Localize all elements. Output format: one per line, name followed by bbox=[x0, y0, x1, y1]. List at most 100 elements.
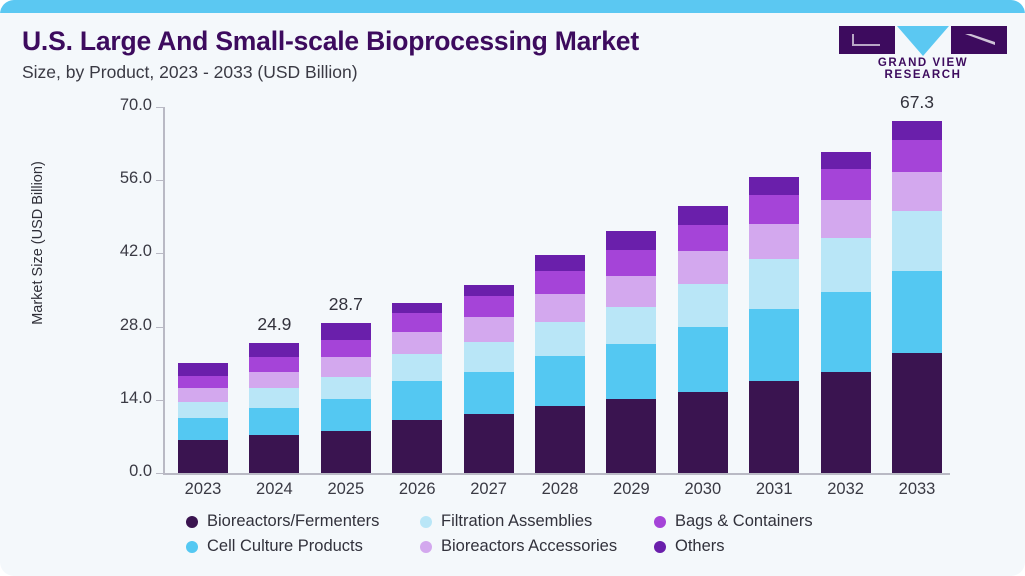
bar-segment[interactable] bbox=[320, 323, 371, 340]
x-tick-label: 2028 bbox=[541, 480, 579, 498]
bar-segment[interactable] bbox=[677, 206, 728, 225]
bar-segment[interactable] bbox=[463, 295, 514, 318]
bar-segment[interactable] bbox=[392, 303, 443, 314]
bar-segment[interactable] bbox=[749, 194, 800, 224]
bar-segment[interactable] bbox=[606, 399, 657, 473]
y-tick-mark bbox=[156, 253, 163, 255]
bar-segment[interactable] bbox=[606, 306, 657, 345]
bar-segment[interactable] bbox=[535, 294, 585, 322]
bar-segment[interactable] bbox=[249, 342, 300, 357]
bar-segment[interactable] bbox=[249, 407, 300, 435]
bar-segment[interactable] bbox=[392, 332, 443, 355]
bar-segment[interactable] bbox=[535, 355, 585, 406]
bar-segment[interactable] bbox=[606, 249, 657, 276]
bar-stack[interactable] bbox=[677, 206, 728, 473]
bar-segment[interactable] bbox=[677, 326, 728, 392]
logo-left-corner-icon bbox=[852, 34, 880, 46]
bar-segment[interactable] bbox=[178, 401, 228, 419]
bar-segment[interactable] bbox=[606, 344, 657, 400]
bar-segment[interactable] bbox=[320, 399, 371, 431]
bar-segment[interactable] bbox=[535, 405, 585, 473]
bar-segment[interactable] bbox=[535, 270, 585, 295]
bar-segment[interactable] bbox=[606, 230, 657, 250]
bar-segment[interactable] bbox=[606, 275, 657, 307]
legend-label: Filtration Assemblies bbox=[441, 512, 593, 530]
logo-left-rectangle bbox=[839, 26, 895, 54]
logo-right-slash-icon bbox=[965, 34, 995, 45]
legend-item[interactable]: Bioreactors/Fermenters bbox=[186, 512, 379, 531]
bar-total-label: 28.7 bbox=[328, 293, 363, 314]
bar-segment[interactable] bbox=[820, 371, 871, 473]
bar-segment[interactable] bbox=[320, 376, 371, 400]
bar-segment[interactable] bbox=[820, 152, 871, 170]
bar-segment[interactable] bbox=[820, 200, 871, 238]
legend-item[interactable]: Bioreactors Accessories bbox=[420, 537, 617, 556]
bar-segment[interactable] bbox=[677, 251, 728, 284]
y-tick-mark bbox=[156, 107, 163, 108]
legend-item[interactable]: Bags & Containers bbox=[654, 512, 813, 531]
bar-stack[interactable] bbox=[392, 303, 443, 473]
bar-segment[interactable] bbox=[820, 292, 871, 372]
bar-stack[interactable] bbox=[463, 284, 514, 473]
bar-segment[interactable] bbox=[320, 339, 371, 358]
x-tick-label: 2031 bbox=[755, 480, 793, 498]
bar-segment[interactable] bbox=[677, 283, 728, 327]
bar-segment[interactable] bbox=[749, 308, 800, 381]
bar-segment[interactable] bbox=[178, 387, 228, 402]
bar-segment[interactable] bbox=[463, 341, 514, 372]
bar-stack[interactable] bbox=[749, 177, 800, 473]
y-tick-label: 42.0 bbox=[119, 242, 152, 261]
legend-item[interactable]: Others bbox=[654, 537, 725, 556]
bar-segment[interactable] bbox=[749, 380, 800, 473]
bar-segment[interactable] bbox=[535, 321, 585, 356]
bar-segment[interactable] bbox=[320, 357, 371, 377]
bar-stack[interactable] bbox=[606, 230, 657, 473]
bar-segment[interactable] bbox=[749, 223, 800, 260]
bar-segment[interactable] bbox=[392, 313, 443, 333]
bar-segment[interactable] bbox=[892, 271, 942, 354]
bar-stack[interactable] bbox=[892, 121, 942, 473]
bar-segment[interactable] bbox=[820, 237, 871, 293]
bar-stack[interactable] bbox=[249, 342, 300, 473]
bar-segment[interactable] bbox=[677, 391, 728, 473]
bar-segment[interactable] bbox=[463, 284, 514, 296]
y-tick-label: 28.0 bbox=[119, 315, 152, 334]
bar-segment[interactable] bbox=[392, 380, 443, 420]
bar-segment[interactable] bbox=[249, 434, 300, 473]
bar-stack[interactable] bbox=[320, 323, 371, 473]
bar-stack[interactable] bbox=[535, 254, 585, 473]
bar-segment[interactable] bbox=[463, 371, 514, 415]
bar-segment[interactable] bbox=[892, 211, 942, 272]
bar-segment[interactable] bbox=[178, 440, 228, 473]
brand-logo: GRAND VIEW RESEARCH bbox=[839, 24, 1007, 81]
bar-segment[interactable] bbox=[677, 224, 728, 252]
bar-segment[interactable] bbox=[392, 354, 443, 381]
bar-segment[interactable] bbox=[249, 356, 300, 372]
bar-segment[interactable] bbox=[892, 121, 942, 140]
bar-segment[interactable] bbox=[463, 317, 514, 342]
bar-segment[interactable] bbox=[463, 414, 514, 473]
x-tick-label: 2023 bbox=[184, 480, 222, 498]
legend-label: Bioreactors Accessories bbox=[441, 537, 618, 555]
bar-segment[interactable] bbox=[178, 418, 228, 441]
bar-segment[interactable] bbox=[892, 171, 942, 212]
bar-segment[interactable] bbox=[178, 375, 228, 388]
bar-segment[interactable] bbox=[535, 254, 585, 271]
x-axis-line bbox=[163, 473, 950, 475]
bar-stack[interactable] bbox=[820, 152, 871, 473]
bar-segment[interactable] bbox=[178, 363, 228, 376]
logo-triangle-icon bbox=[897, 26, 949, 56]
bar-segment[interactable] bbox=[249, 371, 300, 389]
bar-segment[interactable] bbox=[820, 169, 871, 201]
bar-segment[interactable] bbox=[892, 353, 942, 473]
bar-segment[interactable] bbox=[249, 388, 300, 408]
bar-segment[interactable] bbox=[749, 259, 800, 309]
bar-segment[interactable] bbox=[320, 430, 371, 473]
bar-stack[interactable] bbox=[178, 363, 228, 473]
legend-item[interactable]: Cell Culture Products bbox=[186, 537, 363, 556]
bar-segment[interactable] bbox=[892, 139, 942, 172]
bar-segment[interactable] bbox=[749, 177, 800, 195]
legend-item[interactable]: Filtration Assemblies bbox=[420, 512, 592, 531]
bar-segment[interactable] bbox=[392, 419, 443, 473]
